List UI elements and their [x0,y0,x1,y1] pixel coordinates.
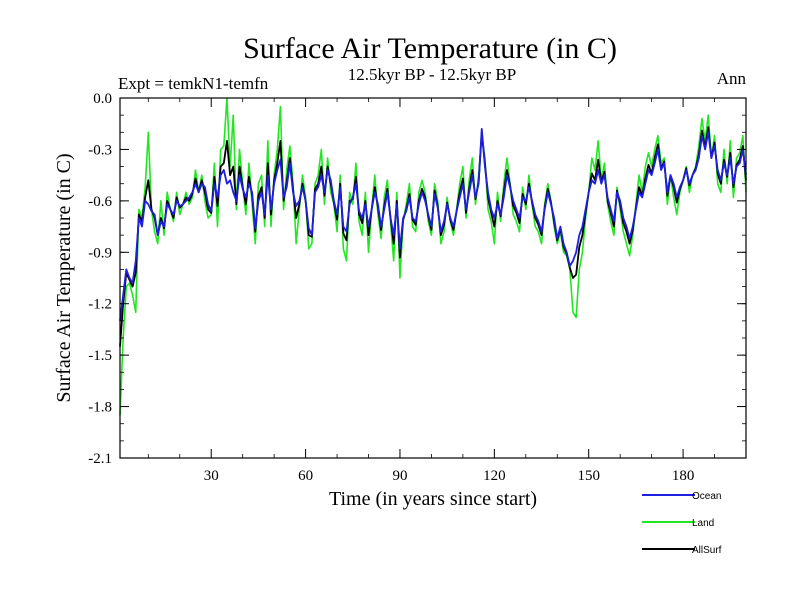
y-tick-label: -1.8 [88,400,112,416]
x-tick-label: 150 [577,468,600,484]
x-tick-label: 60 [298,468,313,484]
x-tick-label: 30 [204,468,219,484]
legend-label-ocean: Ocean [692,491,721,502]
y-axis-label: Surface Air Temperature (in C) [53,153,75,402]
plot-area [119,97,747,416]
legend-label-allsurf: AllSurf [692,545,722,556]
season-label: Ann [717,69,747,88]
series-line-ocean [119,127,747,321]
y-tick-label: -2.1 [88,451,112,467]
series-line-land [119,97,747,416]
y-tick-label: -0.9 [88,245,112,261]
chart-title: Surface Air Temperature (in C) [243,32,617,65]
x-axis-label: Time (in years since start) [329,488,537,510]
chart-subtitle: 12.5kyr BP - 12.5kyr BP [348,65,516,84]
x-tick-label: 90 [392,468,407,484]
y-tick-label: -0.6 [88,194,112,210]
x-tick-label: 180 [672,468,695,484]
y-tick-label: 0.0 [93,91,112,107]
y-tick-label: -1.2 [88,297,112,313]
legend-label-land: Land [692,518,714,529]
experiment-label: Expt = temkN1-temfn [118,74,269,93]
legend: Ocean Land AllSurf [642,491,722,556]
y-tick-label: -0.3 [88,142,112,158]
y-tick-label: -1.5 [88,348,112,364]
plot-frame [119,97,747,459]
axes: 0.0 -0.3 -0.6 -0.9 -1.2 -1.5 -1.8 -2.1 30 60 90 120… [88,91,747,484]
x-tick-label: 120 [483,468,506,484]
